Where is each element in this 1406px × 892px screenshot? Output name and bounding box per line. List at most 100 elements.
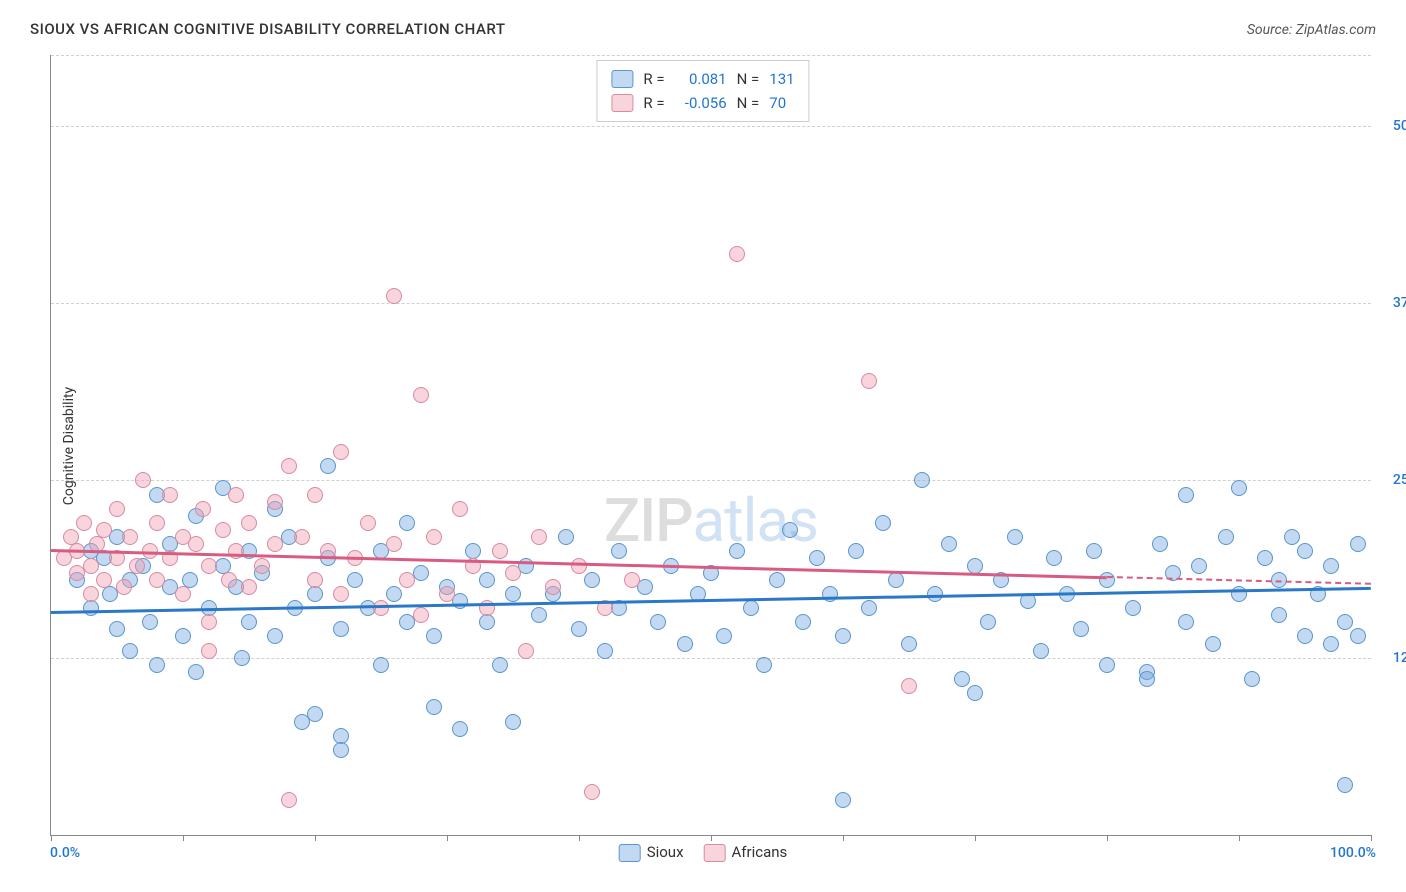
scatter-point — [149, 657, 165, 673]
scatter-point — [1244, 671, 1260, 687]
gridline — [51, 303, 1371, 304]
scatter-point — [399, 572, 415, 588]
scatter-point — [980, 614, 996, 630]
scatter-point — [861, 600, 877, 616]
scatter-point — [307, 706, 323, 722]
scatter-point — [142, 614, 158, 630]
scatter-point — [452, 501, 468, 517]
scatter-point — [505, 714, 521, 730]
scatter-point — [1178, 614, 1194, 630]
scatter-point — [941, 536, 957, 552]
scatter-point — [479, 572, 495, 588]
scatter-point — [195, 501, 211, 517]
scatter-point — [1125, 600, 1141, 616]
scatter-point — [1099, 572, 1115, 588]
scatter-point — [1139, 671, 1155, 687]
scatter-point — [83, 600, 99, 616]
scatter-point — [1323, 636, 1339, 652]
y-tick-label: 37.5% — [1376, 295, 1406, 311]
scatter-point — [505, 586, 521, 602]
legend-series: SiouxAfricans — [619, 843, 788, 862]
scatter-point — [175, 628, 191, 644]
scatter-point — [333, 586, 349, 602]
scatter-point — [809, 550, 825, 566]
y-tick-label: 50.0% — [1376, 118, 1406, 134]
scatter-point — [1284, 529, 1300, 545]
scatter-point — [386, 536, 402, 552]
scatter-point — [1350, 536, 1366, 552]
scatter-point — [386, 586, 402, 602]
scatter-point — [743, 600, 759, 616]
scatter-point — [413, 387, 429, 403]
scatter-point — [333, 621, 349, 637]
scatter-point — [267, 536, 283, 552]
scatter-point — [281, 792, 297, 808]
scatter-point — [1099, 657, 1115, 673]
scatter-point — [386, 288, 402, 304]
legend-swatch — [619, 844, 641, 862]
scatter-point — [729, 246, 745, 262]
scatter-point — [83, 586, 99, 602]
scatter-point — [294, 529, 310, 545]
x-axis-min-label: 0.0% — [50, 845, 80, 861]
scatter-point — [149, 515, 165, 531]
scatter-point — [967, 558, 983, 574]
x-tick — [711, 835, 712, 841]
legend-n-value: 70 — [769, 91, 786, 115]
x-tick — [447, 835, 448, 841]
scatter-point — [201, 558, 217, 574]
scatter-point — [83, 558, 99, 574]
x-axis-max-label: 100.0% — [1330, 845, 1376, 861]
scatter-chart: ZIPatlas 12.5%25.0%37.5%50.0% — [50, 55, 1371, 836]
scatter-point — [333, 444, 349, 460]
scatter-point — [175, 586, 191, 602]
scatter-point — [135, 472, 151, 488]
scatter-point — [597, 643, 613, 659]
x-tick — [975, 835, 976, 841]
scatter-point — [307, 586, 323, 602]
scatter-point — [1297, 543, 1313, 559]
scatter-point — [1350, 628, 1366, 644]
scatter-point — [505, 565, 521, 581]
scatter-point — [234, 650, 250, 666]
scatter-point — [954, 671, 970, 687]
x-tick — [843, 835, 844, 841]
legend-r-value: -0.056 — [675, 91, 727, 115]
scatter-point — [1152, 536, 1168, 552]
legend-row: R =-0.056N =70 — [611, 91, 794, 115]
scatter-point — [241, 579, 257, 595]
scatter-point — [492, 657, 508, 673]
scatter-point — [116, 579, 132, 595]
legend-correlation: R =0.081N =131R =-0.056N =70 — [596, 60, 809, 122]
scatter-point — [584, 572, 600, 588]
x-tick — [1107, 835, 1108, 841]
scatter-point — [1271, 607, 1287, 623]
scatter-point — [188, 536, 204, 552]
scatter-point — [1046, 550, 1062, 566]
legend-swatch — [611, 70, 633, 88]
scatter-point — [267, 494, 283, 510]
scatter-point — [888, 572, 904, 588]
scatter-point — [1073, 621, 1089, 637]
scatter-point — [1191, 558, 1207, 574]
scatter-point — [201, 614, 217, 630]
scatter-point — [1337, 614, 1353, 630]
scatter-point — [241, 515, 257, 531]
scatter-point — [1337, 777, 1353, 793]
scatter-point — [221, 572, 237, 588]
scatter-point — [545, 579, 561, 595]
chart-title: SIOUX VS AFRICAN COGNITIVE DISABILITY CO… — [30, 20, 505, 38]
gridline — [51, 126, 1371, 127]
scatter-point — [267, 628, 283, 644]
legend-swatch — [611, 94, 633, 112]
scatter-point — [426, 529, 442, 545]
scatter-point — [373, 657, 389, 673]
scatter-point — [307, 487, 323, 503]
scatter-point — [492, 543, 508, 559]
scatter-point — [571, 558, 587, 574]
trend-line — [1107, 576, 1371, 585]
scatter-point — [795, 614, 811, 630]
scatter-point — [320, 458, 336, 474]
scatter-point — [518, 643, 534, 659]
scatter-point — [901, 678, 917, 694]
